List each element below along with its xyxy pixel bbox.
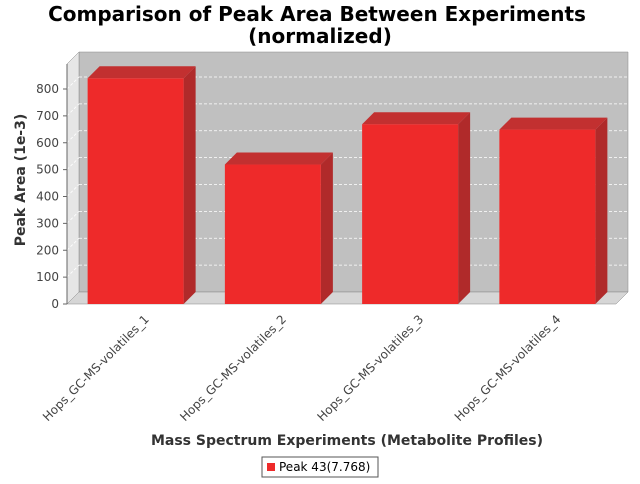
bar-front [362, 124, 459, 304]
y-axis-ticks: 0 100 200 300 400 500 600 700 800 [36, 64, 68, 311]
x-axis-label: Mass Spectrum Experiments (Metabolite Pr… [151, 433, 543, 449]
gridline [66, 76, 80, 90]
y-tick-label: 0 [51, 297, 59, 311]
y-axis-label: Peak Area (1e-3) [13, 114, 29, 247]
y-tick-label: 400 [36, 190, 59, 204]
gridline [66, 211, 80, 224]
bar [499, 117, 608, 304]
bars [87, 66, 608, 304]
y-tick-label: 300 [36, 216, 59, 230]
bar-top [87, 66, 196, 79]
x-category-label: Hops_GC-MS-volatiles_3 [315, 312, 427, 424]
chart-title-line-1: Comparison of Peak Area Between Experime… [48, 2, 586, 26]
legend-swatch [267, 463, 275, 471]
gridline [66, 130, 80, 144]
y-tick-label: 100 [36, 270, 59, 284]
plot-left-wall [66, 51, 80, 305]
y-tick-label: 600 [36, 136, 59, 150]
bar-front [499, 129, 596, 304]
gridline [66, 184, 80, 197]
gridline [66, 237, 80, 251]
bar-front [87, 78, 184, 304]
legend-label: Peak 43(7.768) [279, 460, 370, 474]
bar [87, 66, 196, 304]
y-tick-label: 500 [36, 163, 59, 177]
bar-top [362, 112, 471, 125]
bar-top [224, 152, 333, 165]
chart-title-line-2: (normalized) [248, 24, 392, 48]
gridline [66, 264, 80, 278]
bar-side [595, 117, 608, 304]
x-category-label: Hops_GC-MS-volatiles_1 [40, 312, 152, 424]
gridline [66, 157, 80, 170]
legend-box [261, 456, 379, 478]
y-tick-label: 700 [36, 109, 59, 123]
y-tick-label: 200 [36, 243, 59, 257]
bar [224, 152, 333, 304]
bar-side [183, 66, 196, 304]
y-tick-label: 800 [36, 82, 59, 96]
bar-side [458, 112, 471, 304]
x-axis-categories: Hops_GC-MS-volatiles_1 Hops_GC-MS-volatil… [40, 312, 563, 424]
x-category-label: Hops_GC-MS-volatiles_2 [177, 312, 289, 424]
bar-side [320, 152, 333, 304]
bar [362, 112, 471, 304]
x-category-label: Hops_GC-MS-volatiles_4 [452, 312, 564, 424]
gridline [66, 103, 80, 117]
bar-front [224, 164, 321, 304]
legend: Peak 43(7.768) [261, 456, 379, 478]
bar-top [499, 117, 608, 130]
